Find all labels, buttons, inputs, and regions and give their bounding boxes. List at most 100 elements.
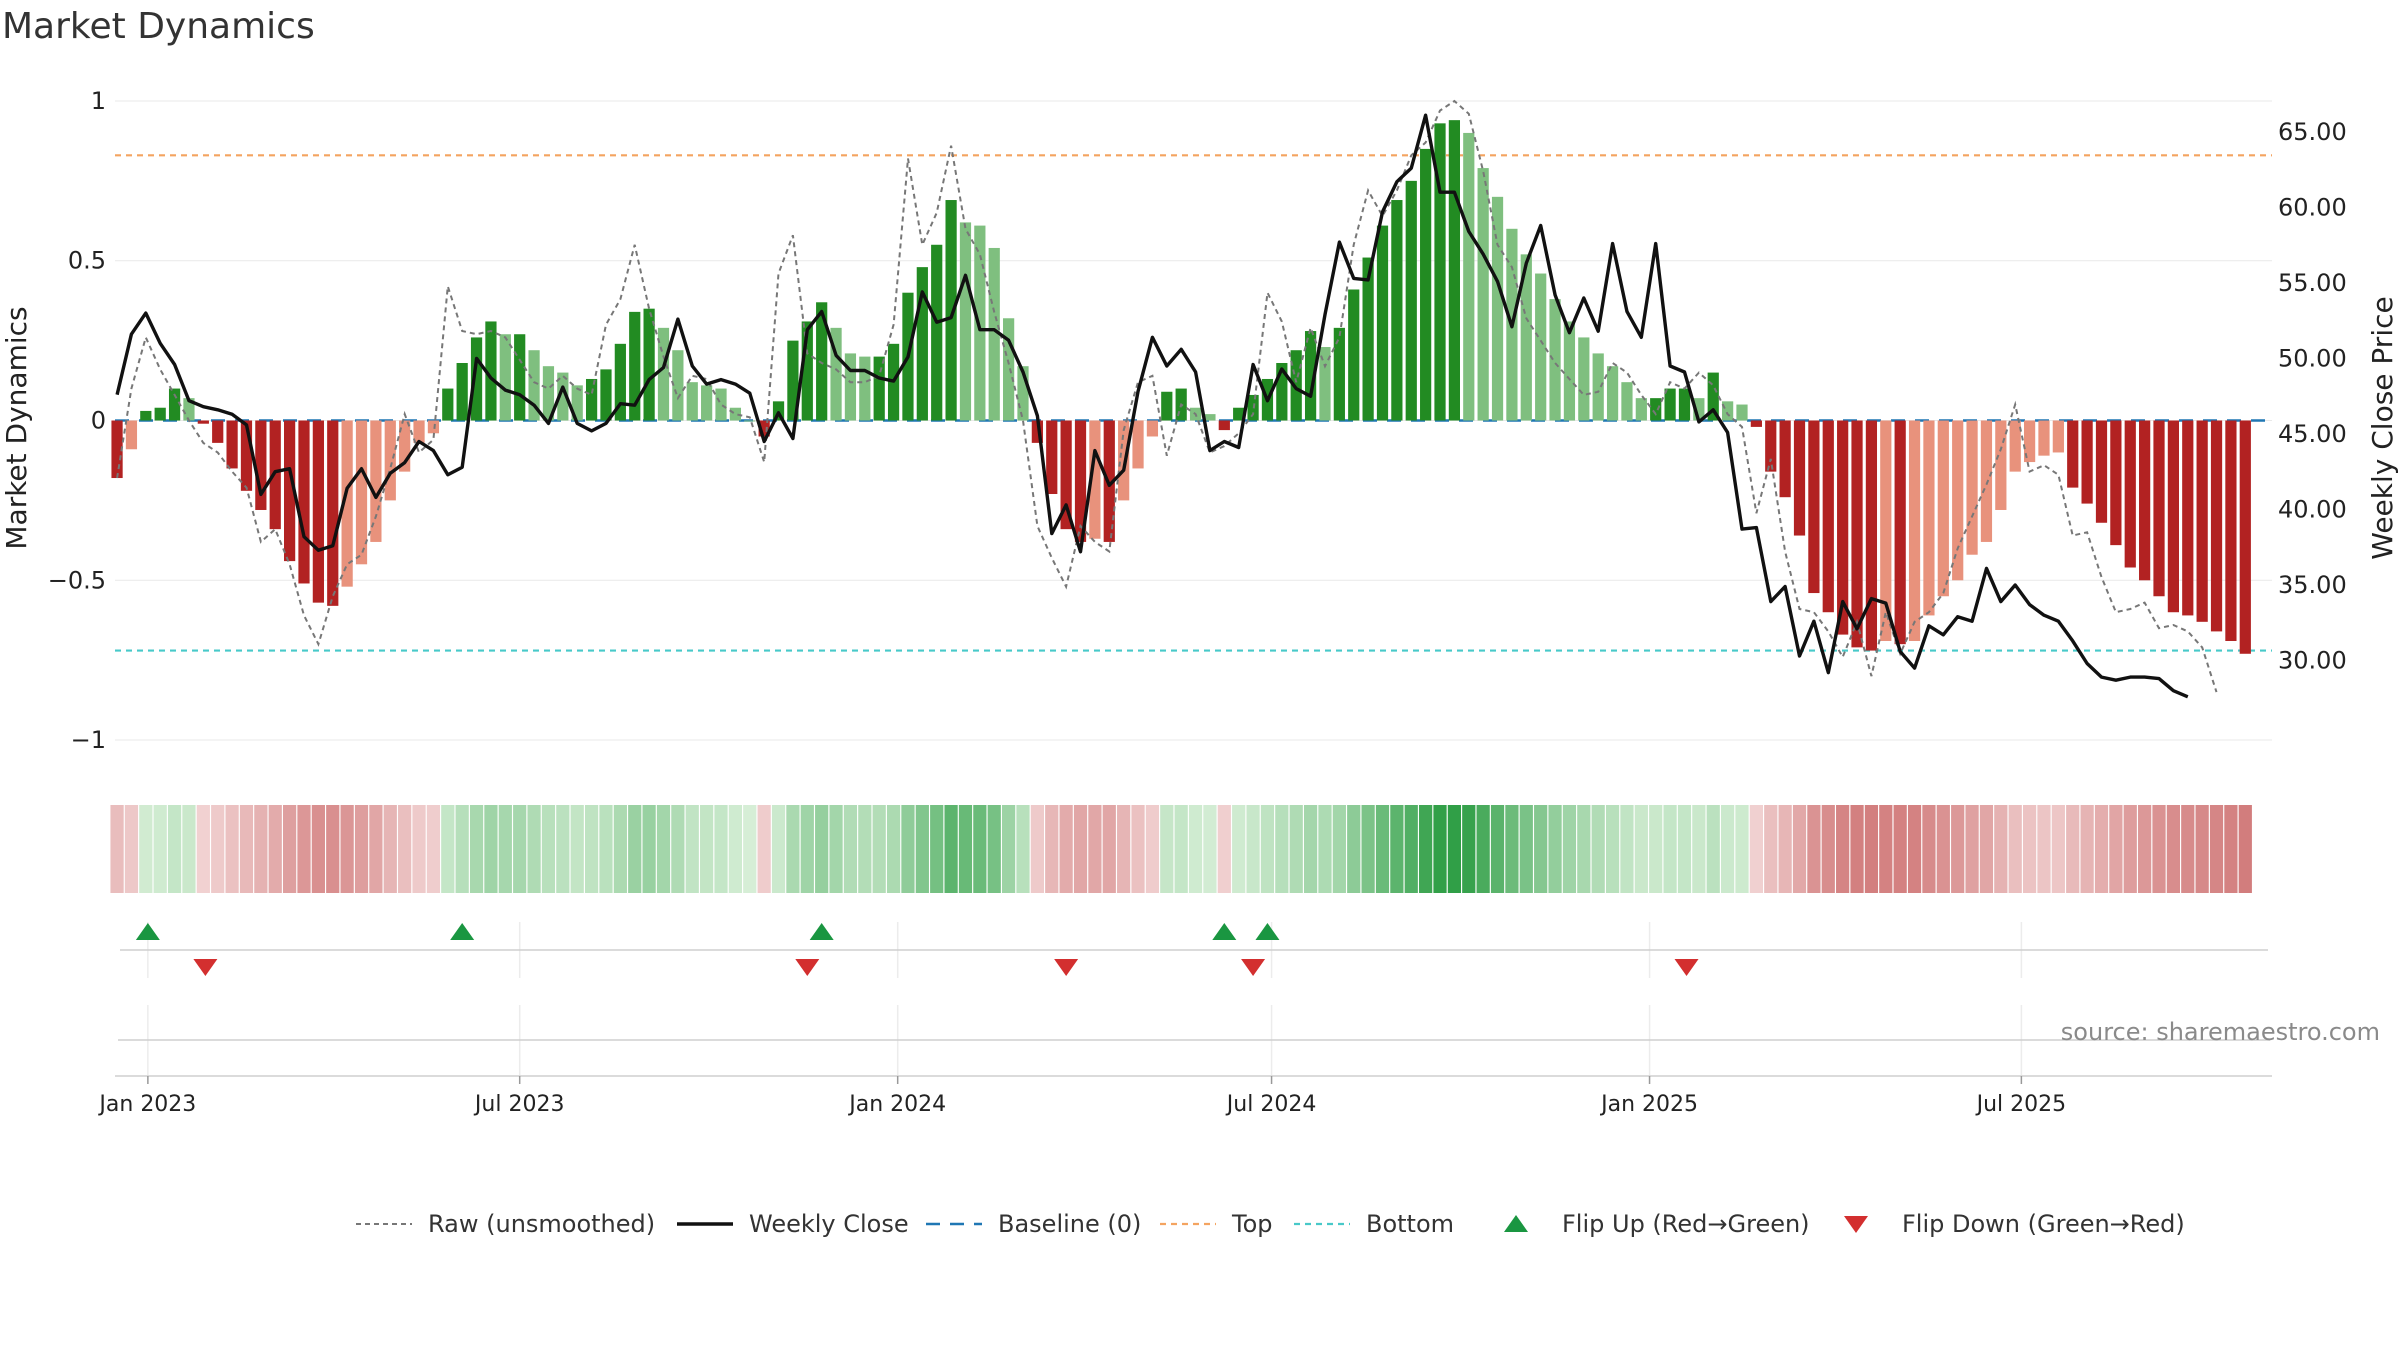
flip-down-marker <box>1054 959 1079 976</box>
bar <box>485 321 497 421</box>
strip-cell <box>1145 805 1160 893</box>
bar <box>1304 331 1317 421</box>
bar <box>2196 420 2208 622</box>
strip-cell <box>1289 805 1303 893</box>
strip-cell <box>886 805 901 893</box>
strip-cell <box>1649 805 1663 893</box>
strip-cell <box>513 805 527 893</box>
legend: Raw (unsmoothed) Weekly Close Baseline (0)… <box>356 1210 2185 1238</box>
bar <box>1880 420 1892 641</box>
bar <box>2009 420 2021 472</box>
bar <box>355 420 368 565</box>
strip-cell <box>858 805 872 893</box>
strip-cell <box>1778 805 1792 893</box>
strip-cell <box>1001 805 1016 893</box>
legend-item-close: Weekly Close <box>677 1210 909 1238</box>
bar <box>1750 420 1762 427</box>
strip-cell <box>2195 805 2209 893</box>
flip-down-marker <box>1674 959 1699 976</box>
bar <box>2124 420 2136 568</box>
x-axis: Jan 2023 Jul 2023 Jan 2024 Jul 2024 Jan 2025… <box>97 1075 2272 1117</box>
strip-cell <box>1059 805 1073 893</box>
bar <box>1592 353 1604 421</box>
strip-cell <box>297 805 311 893</box>
strip-cell <box>2109 805 2123 893</box>
bar <box>1822 420 1834 613</box>
bar <box>1060 420 1072 530</box>
strip-cell <box>1807 805 1821 893</box>
strip-cell <box>268 805 282 893</box>
strip-cell <box>1490 805 1505 893</box>
strip-cell <box>1232 805 1246 893</box>
bar <box>255 420 267 510</box>
strip-cell <box>369 805 383 893</box>
strip-cell <box>1994 805 2008 893</box>
strip-cell <box>2022 805 2037 893</box>
strip-cell <box>728 805 743 893</box>
strip-cell <box>1850 805 1864 893</box>
legend-item-flip-up: Flip Up (Red→Green) <box>1504 1210 1810 1238</box>
bar <box>183 398 195 421</box>
bar <box>1693 398 1705 421</box>
strip-cell <box>527 805 541 893</box>
strip-cell <box>944 805 958 893</box>
strip-cell <box>1088 805 1102 893</box>
strip-cell <box>254 805 268 893</box>
bar <box>240 420 253 491</box>
strip-cell <box>829 805 843 893</box>
bar <box>1376 225 1389 421</box>
legend-item-raw: Raw (unsmoothed) <box>356 1210 655 1238</box>
bar <box>772 401 785 421</box>
right-tick-label: 40.00 <box>2278 495 2347 523</box>
strip-cell <box>541 805 556 893</box>
right-tick-label: 65.00 <box>2278 118 2347 146</box>
strip-cell <box>2166 805 2181 893</box>
legend-label: Baseline (0) <box>998 1210 1141 1238</box>
strip-cell <box>1519 805 1533 893</box>
close-line-layer <box>115 113 2189 699</box>
strip-cell <box>340 805 354 893</box>
flip-up-marker <box>135 923 160 940</box>
bar <box>1535 273 1547 421</box>
strip-cell <box>714 805 728 893</box>
bar <box>1894 420 1906 645</box>
bar <box>830 327 842 421</box>
bars-layer <box>111 120 2251 654</box>
strip-cell <box>1361 805 1375 893</box>
strip-cell <box>1275 805 1289 893</box>
bar <box>442 388 454 421</box>
bar <box>816 302 828 421</box>
bar <box>787 340 799 421</box>
bar <box>140 410 152 421</box>
bar <box>1146 420 1159 437</box>
right-tick-label: 30.00 <box>2278 647 2347 675</box>
left-tick-label: −1 <box>71 726 106 754</box>
strip-cell <box>1836 805 1850 893</box>
bar <box>111 420 123 479</box>
legend-label: Weekly Close <box>749 1210 909 1238</box>
strip-cell <box>1419 805 1433 893</box>
bar <box>657 327 670 421</box>
legend-label: Flip Down (Green→Red) <box>1902 1210 2185 1238</box>
flip-up-marker <box>809 923 834 940</box>
bar <box>327 420 339 606</box>
strip-cell <box>1620 805 1634 893</box>
bar <box>1477 168 1489 421</box>
bar <box>629 311 641 421</box>
strip-cell <box>326 805 340 893</box>
bar <box>557 372 569 421</box>
strip-cell <box>1893 805 1907 893</box>
strip-cell <box>398 805 412 893</box>
bar <box>1664 388 1676 421</box>
strip-cell <box>987 805 1001 893</box>
strip-cell <box>771 805 786 893</box>
strip-cell <box>1447 805 1462 893</box>
bar <box>168 388 181 421</box>
strip-cell <box>2094 805 2109 893</box>
strip-cell <box>915 805 929 893</box>
strip-cell <box>1318 805 1332 893</box>
bar <box>1448 120 1461 421</box>
strip-cell <box>1577 805 1591 893</box>
bar <box>1319 347 1331 421</box>
bar <box>1937 420 1949 597</box>
